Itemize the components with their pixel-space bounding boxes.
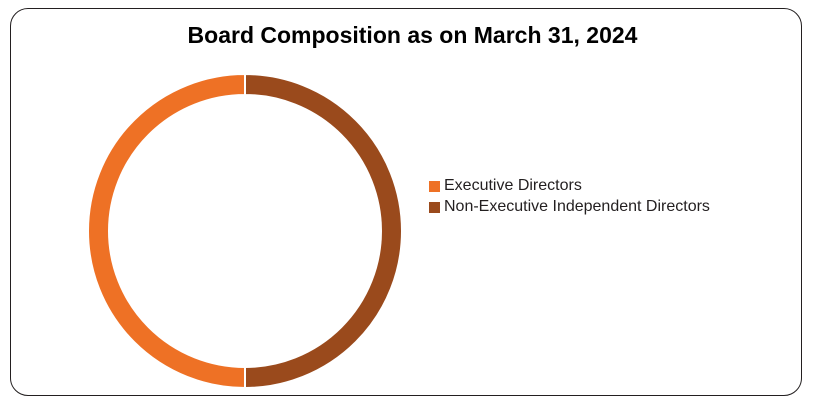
donut-slice-non-executive (244, 72, 403, 390)
legend-item-non-executive: Non-Executive Independent Directors (429, 197, 710, 217)
chart-legend: Executive Directors Non-Executive Indepe… (429, 176, 710, 218)
legend-swatch-executive (429, 180, 440, 192)
chart-title: Board Composition as on March 31, 2024 (187, 22, 638, 48)
legend-item-executive: Executive Directors (429, 176, 710, 196)
donut-slice-executive (87, 72, 246, 390)
legend-swatch-non-executive (429, 201, 440, 213)
legend-label-non-executive: Non-Executive Independent Directors (444, 198, 710, 215)
legend-label-executive: Executive Directors (444, 177, 582, 194)
